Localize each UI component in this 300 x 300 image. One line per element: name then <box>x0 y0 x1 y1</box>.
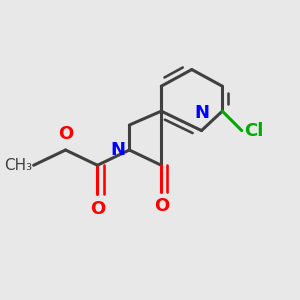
Text: CH₃: CH₃ <box>4 158 32 173</box>
Text: O: O <box>58 125 73 143</box>
Text: N: N <box>194 104 209 122</box>
Text: O: O <box>90 200 105 218</box>
Text: Cl: Cl <box>244 122 264 140</box>
Text: O: O <box>154 197 169 215</box>
Text: N: N <box>110 141 125 159</box>
